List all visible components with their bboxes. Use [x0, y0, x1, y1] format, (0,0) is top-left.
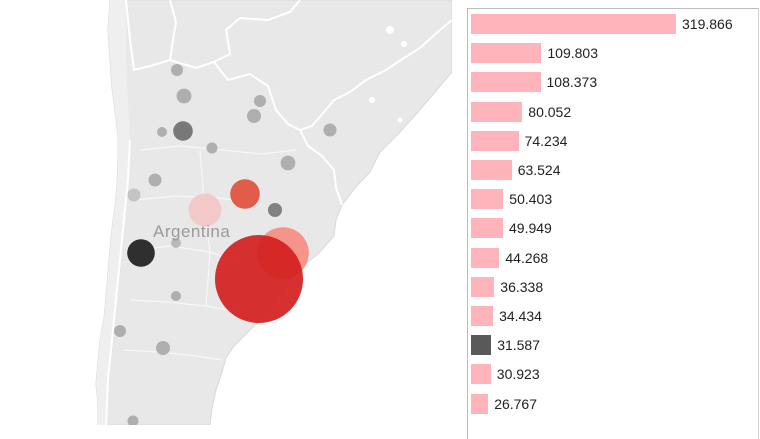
bar-row[interactable]: 44.268	[468, 243, 758, 272]
bar[interactable]	[471, 101, 523, 122]
country-borders	[105, 0, 452, 425]
bar[interactable]	[471, 160, 512, 180]
bar-row[interactable]: 34.434	[468, 301, 758, 330]
marker-circle[interactable]	[171, 291, 181, 301]
marker-circle[interactable]	[127, 239, 155, 267]
marker-circle[interactable]	[176, 88, 192, 104]
bar[interactable]	[471, 14, 676, 34]
bar-value-label: 63.524	[517, 162, 561, 178]
bar-row[interactable]: 26.767	[468, 389, 758, 418]
marker-circle[interactable]	[171, 64, 183, 76]
marker-circle[interactable]	[215, 235, 303, 323]
bar-value-label: 31.587	[497, 337, 541, 354]
markers-layer[interactable]	[114, 64, 337, 425]
bar-value-label: 80.052	[528, 103, 572, 120]
bar-row[interactable]: 31.587	[468, 330, 758, 359]
bar[interactable]	[471, 130, 519, 151]
bar-value-label: 30.923	[496, 366, 540, 383]
bar-row[interactable]: 74.234	[468, 126, 758, 155]
lakes	[369, 26, 407, 123]
bar-value-label: 44.268	[505, 249, 549, 266]
marker-circle[interactable]	[280, 155, 296, 171]
bar-value-label: 50.403	[509, 191, 553, 208]
bar-chart-panel[interactable]: 319.866 109.803 108.373 80.052 74.234 63.524 5…	[467, 8, 759, 439]
marker-circle[interactable]	[268, 203, 282, 217]
bar-row[interactable]: 50.403	[468, 184, 758, 213]
marker-circle[interactable]	[247, 109, 261, 123]
marker-circle[interactable]	[230, 179, 260, 209]
bar-row[interactable]: 108.373	[468, 67, 758, 96]
map-panel[interactable]: Argentina	[0, 0, 452, 425]
bar-row[interactable]: 36.338	[468, 272, 758, 301]
marker-circle[interactable]	[323, 123, 337, 137]
bar-value-label: 108.373	[546, 74, 598, 91]
bar[interactable]	[471, 189, 504, 210]
bar-row[interactable]: 109.803	[468, 38, 758, 67]
marker-circle[interactable]	[254, 95, 266, 107]
marker-circle[interactable]	[114, 325, 126, 337]
bar[interactable]	[471, 306, 494, 326]
bar-row[interactable]: 319.866	[468, 9, 758, 38]
bar-value-label: 26.767	[494, 395, 538, 412]
marker-circle[interactable]	[171, 238, 181, 248]
marker-circle[interactable]	[127, 415, 139, 426]
bar[interactable]	[471, 393, 489, 414]
bar[interactable]	[471, 276, 495, 297]
bar-value-label: 319.866	[682, 16, 733, 32]
bar[interactable]	[471, 43, 542, 64]
marker-circle[interactable]	[156, 341, 170, 355]
marker-circle[interactable]	[127, 188, 141, 202]
bar[interactable]	[471, 247, 500, 268]
bar-row[interactable]: 49.949	[468, 213, 758, 242]
marker-circle[interactable]	[206, 142, 218, 154]
bar[interactable]	[471, 218, 503, 239]
bar[interactable]	[471, 364, 491, 385]
map-canvas[interactable]	[0, 0, 452, 425]
bar-row[interactable]: 63.524	[468, 155, 758, 184]
bar-value-label: 34.434	[499, 308, 542, 324]
bar[interactable]	[471, 335, 492, 356]
bar-row[interactable]: 80.052	[468, 97, 758, 126]
marker-circle[interactable]	[173, 121, 193, 141]
marker-circle[interactable]	[157, 127, 167, 137]
coastal-strip	[96, 0, 130, 425]
bar-value-label: 74.234	[524, 132, 568, 149]
bar-row[interactable]: 30.923	[468, 359, 758, 388]
marker-circle[interactable]	[148, 173, 162, 187]
bar-value-label: 36.338	[500, 278, 544, 295]
bar[interactable]	[471, 72, 541, 93]
bar-value-label: 49.949	[509, 220, 552, 237]
bar-value-label: 109.803	[547, 45, 598, 62]
marker-circle[interactable]	[188, 193, 222, 227]
